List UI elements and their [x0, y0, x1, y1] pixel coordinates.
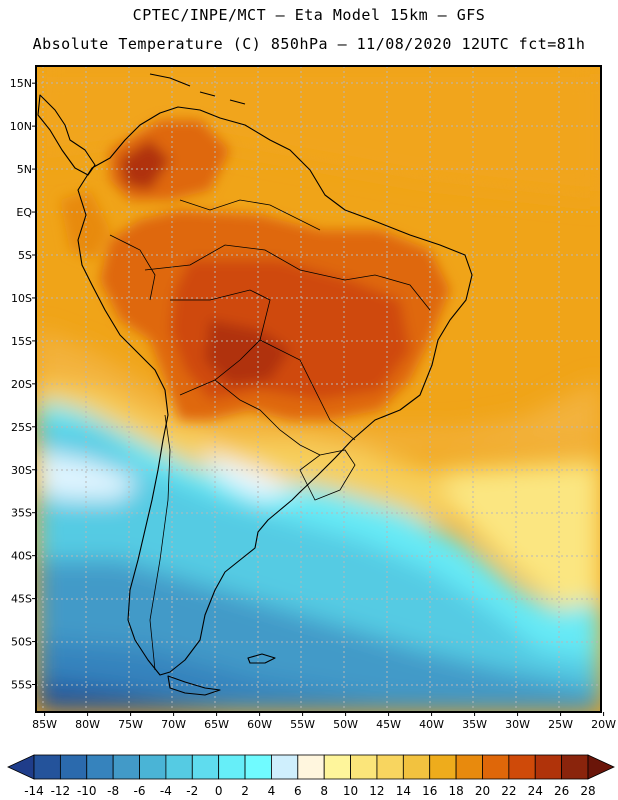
lat-label: 15S	[11, 335, 32, 348]
colorbar-label: 2	[241, 784, 249, 798]
colorbar-label: 14	[396, 784, 411, 798]
colorbar-label: 4	[268, 784, 276, 798]
colorbar-swatch	[139, 754, 167, 780]
colorbar-label: -4	[160, 784, 172, 798]
colorbar-label: 24	[528, 784, 543, 798]
colorbar-label: 12	[369, 784, 384, 798]
colorbar-min-arrow	[7, 754, 35, 780]
colorbar-swatch	[191, 754, 220, 780]
lat-label: EQ	[16, 206, 32, 219]
lon-label: 50W	[333, 718, 358, 731]
colorbar-label: -10	[77, 784, 97, 798]
colorbar-label: 8	[320, 784, 328, 798]
title-line-1: CPTEC/INPE/MCT – Eta Model 15km – GFS	[132, 6, 486, 24]
lat-label: 55S	[11, 679, 32, 692]
lat-label: 25S	[11, 421, 32, 434]
colorbar-swatch	[455, 754, 483, 780]
lon-label: 20W	[591, 718, 616, 731]
country-borders	[109, 199, 431, 671]
colorbar-label: -12	[51, 784, 71, 798]
lat-label: 45S	[11, 593, 32, 606]
colorbar-swatch	[482, 754, 510, 780]
lat-label: 5S	[18, 249, 32, 262]
lon-label: 55W	[290, 718, 315, 731]
colorbar-swatch	[271, 754, 299, 780]
colorbar-swatch	[86, 754, 114, 780]
latitude-axis: 15N 10N 5N EQ 5S 10S 15S 20S 25S 30S 35S 40S 45S 50S 5…	[10, 77, 36, 692]
colorbar-swatch	[218, 754, 246, 780]
lat-label: 40S	[11, 550, 32, 563]
lon-label: 30W	[505, 718, 530, 731]
central-america-outline	[37, 94, 96, 176]
colorbar-label: 0	[215, 784, 223, 798]
colorbar-label: -2	[186, 784, 198, 798]
lat-label: 10S	[11, 292, 32, 305]
colorbar-swatch	[165, 754, 193, 780]
colorbar-label: 20	[475, 784, 490, 798]
lon-label: 75W	[118, 718, 143, 731]
lon-label: 70W	[161, 718, 186, 731]
map-frame	[35, 65, 602, 713]
colorbar-label: 6	[294, 784, 302, 798]
lat-label: 35S	[11, 507, 32, 520]
lon-label: 60W	[247, 718, 272, 731]
lon-label: 45W	[376, 718, 401, 731]
temperature-field	[36, 66, 601, 712]
lat-label: 50S	[11, 636, 32, 649]
lat-label: 10N	[10, 120, 32, 133]
colorbar-swatch	[429, 754, 457, 780]
colorbar-swatch	[534, 754, 563, 780]
colorbar-label: 28	[580, 784, 595, 798]
lon-label: 80W	[75, 718, 100, 731]
falklands	[247, 653, 276, 664]
south-america-outline	[77, 106, 473, 676]
colorbar-label: 22	[501, 784, 516, 798]
colorbar-label: 18	[448, 784, 463, 798]
colorbar-label: -8	[107, 784, 119, 798]
lat-label: 30S	[11, 464, 32, 477]
colorbar-swatch	[297, 754, 325, 780]
colorbar-swatch	[561, 754, 589, 780]
colorbar-swatch	[350, 754, 378, 780]
lon-label: 85W	[32, 718, 57, 731]
colorbar-swatch	[33, 754, 61, 780]
colorbar-swatch	[59, 754, 88, 780]
lon-label: 25W	[548, 718, 573, 731]
colorbar-label: 10	[343, 784, 358, 798]
lon-label: 40W	[419, 718, 444, 731]
graticule	[36, 66, 601, 712]
colorbar-label: 16	[422, 784, 437, 798]
colorbar-label: -14	[24, 784, 44, 798]
lon-label: 65W	[204, 718, 229, 731]
colorbar: -14 -12 -10 -8 -6 -4 -2 0 2 4 6 8 10 12 14 16 18 20 22 24 26…	[7, 754, 615, 798]
colorbar-label: -6	[134, 784, 146, 798]
lon-label: 35W	[462, 718, 487, 731]
title-line-2: Absolute Temperature (C) 850hPa – 11/08/…	[32, 35, 586, 53]
lat-label: 20S	[11, 378, 32, 391]
colorbar-swatch	[323, 754, 351, 780]
colorbar-label: 26	[554, 784, 569, 798]
lat-label: 5N	[17, 163, 32, 176]
tierra-del-fuego	[167, 675, 221, 696]
caribbean-islands	[149, 73, 246, 105]
colorbar-swatch	[244, 754, 272, 780]
colorbar-max-arrow	[587, 754, 615, 780]
coastlines	[37, 73, 473, 696]
colorbar-swatch	[376, 754, 404, 780]
colorbar-swatch	[508, 754, 536, 780]
lat-label: 15N	[10, 77, 32, 90]
colorbar-swatch	[112, 754, 140, 780]
colorbar-swatch	[402, 754, 431, 780]
longitude-axis: 85W 80W 75W 70W 65W 60W 55W 50W 45W 40W 35W 30W 25W 2…	[32, 712, 616, 731]
